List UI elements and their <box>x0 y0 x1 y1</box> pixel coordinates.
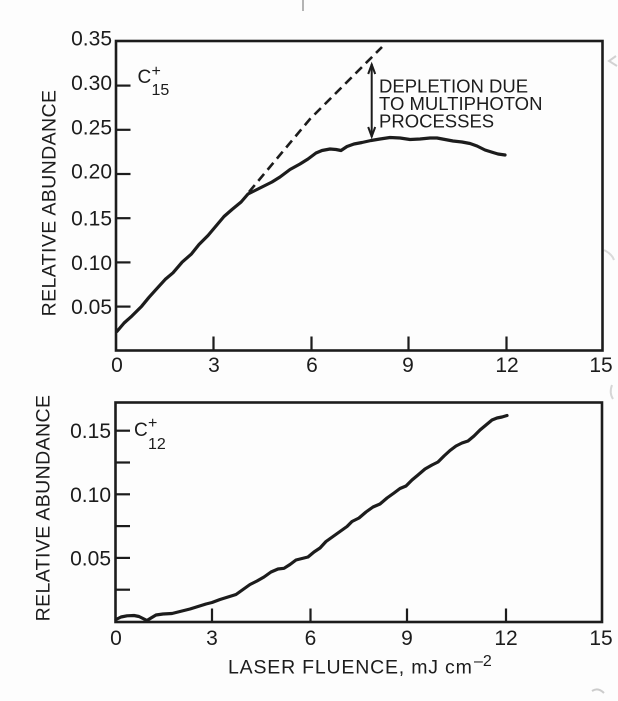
svg-text:12: 12 <box>495 354 518 377</box>
svg-text:0: 0 <box>111 354 123 377</box>
svg-text:RELATIVE ABUNDANCE: RELATIVE ABUNDANCE <box>33 395 55 622</box>
svg-text:0.10: 0.10 <box>70 484 111 507</box>
svg-text:0.10: 0.10 <box>71 252 112 275</box>
svg-text:0: 0 <box>110 627 122 650</box>
svg-text:DEPLETION DUE: DEPLETION DUE <box>379 76 528 97</box>
svg-text:12: 12 <box>148 436 166 453</box>
svg-text:RELATIVE ABUNDANCE: RELATIVE ABUNDANCE <box>39 90 61 317</box>
svg-text:0.25: 0.25 <box>71 116 112 139</box>
svg-text:+: + <box>148 415 157 432</box>
svg-text:12: 12 <box>494 627 517 650</box>
svg-text:C: C <box>138 67 152 88</box>
svg-text:0.05: 0.05 <box>71 296 112 319</box>
svg-text:+: + <box>152 63 161 80</box>
svg-text:0.30: 0.30 <box>71 72 112 95</box>
svg-text:0.20: 0.20 <box>71 161 112 184</box>
svg-text:6: 6 <box>306 354 318 377</box>
svg-text:0.05: 0.05 <box>70 547 111 570</box>
svg-text:9: 9 <box>402 354 414 377</box>
svg-text:0.15: 0.15 <box>70 420 111 443</box>
svg-text:9: 9 <box>401 627 413 650</box>
svg-text:–2: –2 <box>474 653 492 670</box>
svg-text:0.35: 0.35 <box>71 28 112 51</box>
svg-text:3: 3 <box>208 354 220 377</box>
svg-text:15: 15 <box>589 354 612 377</box>
svg-text:0.15: 0.15 <box>71 208 112 231</box>
svg-text:PROCESSES: PROCESSES <box>379 111 494 132</box>
svg-text:15: 15 <box>152 82 170 99</box>
svg-text:C: C <box>134 420 148 441</box>
svg-text:TO MULTIPHOTON: TO MULTIPHOTON <box>379 93 542 114</box>
svg-text:6: 6 <box>305 627 317 650</box>
svg-text:15: 15 <box>589 627 612 650</box>
svg-text:LASER FLUENCE, mJ cm: LASER FLUENCE, mJ cm <box>228 657 473 679</box>
svg-text:3: 3 <box>206 627 218 650</box>
